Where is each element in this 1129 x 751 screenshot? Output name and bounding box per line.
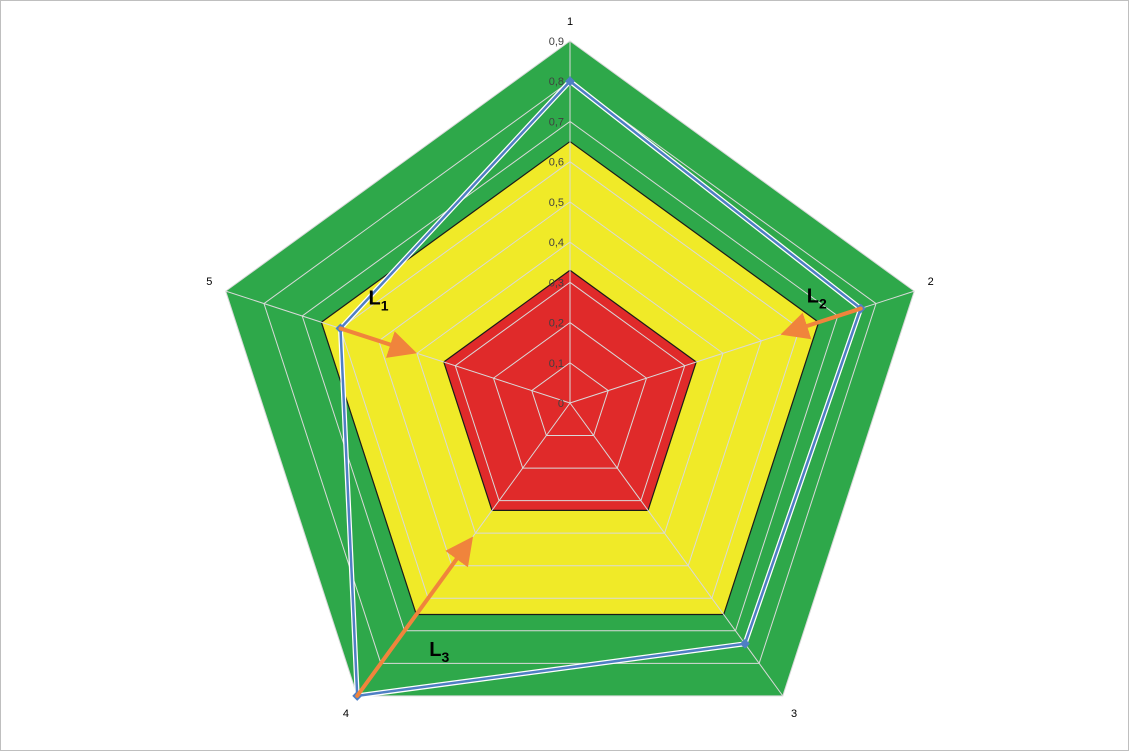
annotation-label-1: L1 [368, 287, 388, 313]
category-label-1: 1 [567, 16, 573, 28]
grid-spoke [569, 402, 784, 697]
grid-ring [531, 362, 609, 437]
tick-label: 0,6 [549, 157, 564, 169]
annotation-arrow-2 [780, 306, 863, 340]
grid-ring [454, 281, 686, 502]
tick-label: 0,7 [549, 116, 564, 128]
grid-ring [492, 321, 648, 469]
series-line [339, 79, 862, 698]
grid-ring [225, 40, 915, 697]
tick-label: 0,3 [549, 277, 564, 289]
annotation-label-2: L2 [807, 286, 827, 312]
grid-ring [339, 161, 801, 599]
annotation-label-3: L3 [429, 639, 449, 665]
category-label-5: 5 [206, 276, 212, 288]
grid-ring [416, 241, 724, 534]
grid-ring [263, 80, 877, 664]
tick-label: 0,5 [549, 197, 564, 209]
tick-label: 0,2 [549, 318, 564, 330]
series-point-3 [740, 638, 750, 649]
annotation-arrow-1 [338, 326, 417, 358]
category-label-4: 4 [343, 708, 349, 720]
tick-label: 0,9 [549, 36, 564, 48]
series-point-1 [565, 76, 575, 87]
tick-label: 0,8 [549, 76, 564, 88]
tick-label: 0,4 [549, 237, 564, 249]
grid-ring [301, 120, 839, 632]
tick-label: 0 [558, 398, 564, 410]
category-label-2: 2 [928, 276, 934, 288]
annotation-arrow-3 [355, 536, 474, 698]
tick-label: 0,1 [549, 358, 564, 370]
category-label-3: 3 [791, 708, 797, 720]
grid-ring [378, 201, 762, 567]
